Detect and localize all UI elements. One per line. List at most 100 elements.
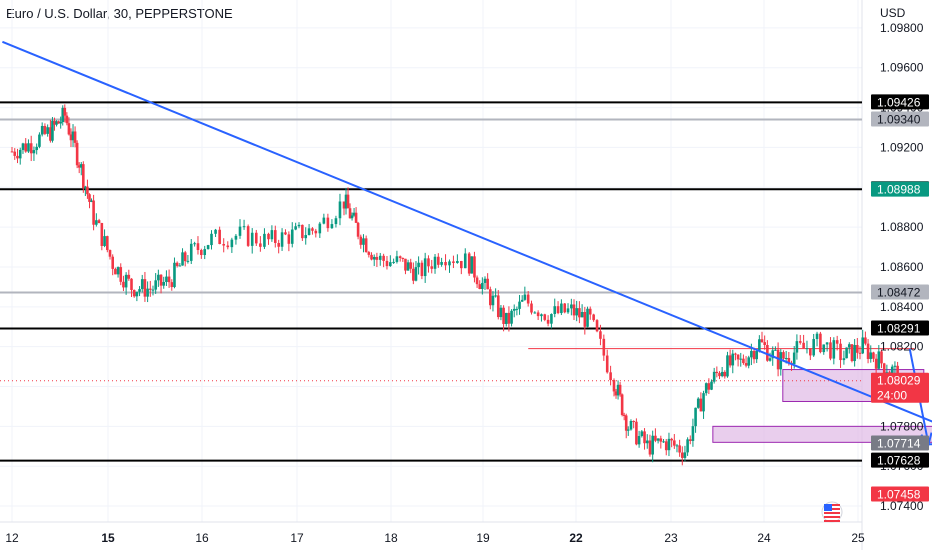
candle-body bbox=[294, 226, 297, 230]
candle-body bbox=[420, 262, 424, 277]
candle-body bbox=[173, 262, 176, 288]
candle-body bbox=[401, 257, 405, 259]
candle-body bbox=[330, 224, 334, 229]
candle-body bbox=[69, 134, 73, 141]
candle-body bbox=[24, 143, 28, 152]
candle-body bbox=[481, 282, 484, 289]
time-axis[interactable]: 12 15 16 17 18 19 22 23 24 25 bbox=[5, 531, 865, 545]
candle-body bbox=[277, 242, 280, 247]
candle-body bbox=[560, 303, 563, 314]
candle-body bbox=[32, 150, 36, 154]
candle-body bbox=[412, 268, 415, 281]
candle-body bbox=[314, 230, 318, 234]
candle-body bbox=[795, 341, 799, 353]
candle-body bbox=[699, 398, 703, 412]
candle-body bbox=[502, 307, 505, 324]
candle-body bbox=[637, 436, 641, 445]
candle-body bbox=[518, 301, 521, 309]
target-badge: 1.08988 bbox=[877, 183, 921, 197]
candle-body bbox=[338, 201, 342, 219]
candle-body bbox=[372, 256, 376, 260]
time-tick-label: 22 bbox=[569, 531, 583, 545]
level-badge: 1.08291 bbox=[877, 322, 921, 336]
price-candles bbox=[10, 104, 899, 466]
candle-body bbox=[853, 345, 856, 362]
candle-body bbox=[592, 314, 595, 321]
candle-body bbox=[832, 340, 836, 359]
price-tick-label: 1.08400 bbox=[880, 300, 924, 314]
level-badge: 1.09426 bbox=[877, 95, 921, 109]
candle-body bbox=[88, 194, 91, 202]
us-flag-icon[interactable] bbox=[821, 501, 843, 523]
candle-body bbox=[318, 223, 322, 234]
candle-body bbox=[512, 308, 516, 311]
candle-body bbox=[55, 121, 58, 125]
time-tick-label: 24 bbox=[757, 531, 771, 545]
candle-body bbox=[856, 345, 859, 353]
level-badge-bg bbox=[871, 320, 929, 336]
candle-body bbox=[398, 256, 402, 258]
candle-body bbox=[667, 438, 671, 451]
candle-body bbox=[73, 131, 77, 143]
candle-body bbox=[267, 233, 270, 240]
candle-body bbox=[35, 146, 38, 151]
candle-body bbox=[888, 372, 891, 374]
candle-body bbox=[40, 125, 44, 135]
candle-body bbox=[154, 280, 157, 290]
candle-body bbox=[95, 220, 98, 225]
candle-body bbox=[536, 312, 540, 317]
candle-body bbox=[635, 421, 638, 445]
candle-body bbox=[214, 229, 217, 234]
candle-body bbox=[170, 282, 174, 288]
candle-body bbox=[744, 363, 748, 366]
candle-body bbox=[75, 142, 79, 166]
level-badge-bg bbox=[871, 94, 929, 110]
level-badge-bg bbox=[871, 111, 929, 127]
candle-body bbox=[629, 421, 633, 430]
candle-body bbox=[626, 429, 630, 431]
candle-body bbox=[165, 276, 168, 282]
candle-body bbox=[835, 340, 839, 344]
candle-body bbox=[640, 431, 644, 437]
candle-body bbox=[354, 212, 358, 223]
candle-body bbox=[389, 262, 392, 267]
candle-body bbox=[444, 262, 447, 266]
candle-body bbox=[162, 281, 166, 286]
candle-body bbox=[470, 256, 474, 274]
candle-body bbox=[718, 373, 721, 377]
candle-body bbox=[771, 350, 775, 359]
candle-body bbox=[510, 310, 513, 324]
candle-body bbox=[273, 230, 277, 243]
candle-body bbox=[612, 380, 616, 392]
candle-body bbox=[344, 194, 348, 209]
candle-body bbox=[491, 295, 495, 306]
candle-body bbox=[356, 222, 360, 237]
candle-body bbox=[242, 226, 246, 228]
candle-body bbox=[825, 342, 829, 345]
candle-body bbox=[82, 164, 85, 189]
time-tick-label: 19 bbox=[476, 531, 490, 545]
candle-body bbox=[210, 233, 213, 246]
candle-body bbox=[890, 366, 894, 374]
entry-badge: 1.07714 bbox=[877, 437, 921, 451]
candle-body bbox=[720, 371, 724, 377]
candle-body bbox=[135, 291, 139, 297]
candle-body bbox=[440, 262, 443, 265]
candle-body bbox=[222, 244, 226, 246]
candle-body bbox=[43, 125, 47, 134]
candle-body bbox=[839, 343, 842, 361]
candle-body bbox=[712, 371, 716, 382]
candle-body bbox=[348, 208, 352, 219]
current-price-badge-countdown: 24:00 bbox=[877, 389, 907, 403]
candle-body bbox=[280, 232, 284, 247]
candle-body bbox=[648, 440, 652, 455]
candle-body bbox=[651, 435, 654, 455]
candle-body bbox=[21, 143, 25, 150]
candle-body bbox=[77, 165, 81, 168]
time-tick-label: 23 bbox=[664, 531, 678, 545]
candle-body bbox=[787, 357, 791, 363]
candle-body bbox=[530, 303, 533, 313]
candle-body bbox=[151, 289, 155, 291]
candle-body bbox=[572, 304, 576, 316]
